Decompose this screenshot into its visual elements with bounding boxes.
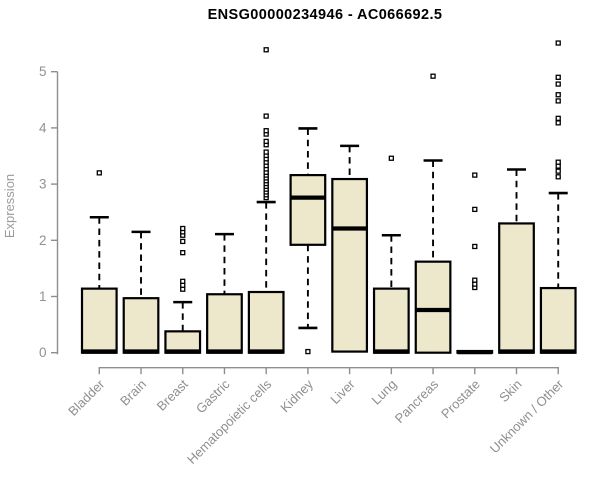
x-tick-label: Pancreas: [392, 376, 442, 426]
x-tick-label: Unknown / Other: [487, 376, 567, 456]
x-tick-label: Lung: [368, 377, 399, 408]
box-group: [122, 230, 160, 354]
box-group: [289, 127, 327, 355]
box-rect: [372, 287, 410, 354]
box-rect: [206, 293, 243, 354]
box-group: [539, 40, 577, 354]
x-tick-label: Prostate: [438, 377, 483, 422]
outlier-point: [555, 115, 561, 121]
outlier-point: [180, 250, 186, 256]
y-tick-label: 5: [39, 64, 47, 79]
y-tick-label: 2: [39, 233, 47, 248]
outlier-point: [472, 172, 478, 178]
x-tick-label: Skin: [496, 377, 524, 405]
outlier-point: [555, 174, 561, 180]
box-group: [331, 144, 369, 353]
outlier-point: [555, 74, 561, 80]
outlier-point: [96, 170, 102, 176]
outlier-point: [555, 40, 561, 46]
outlier-point: [388, 155, 394, 161]
y-axis: 0 1 2 3 4 5 Expression: [2, 64, 59, 360]
outlier-point: [263, 47, 269, 53]
outlier-point: [180, 238, 186, 245]
outlier-point: [305, 348, 311, 355]
x-tick-label: Breast: [154, 376, 191, 413]
box-rect: [289, 174, 327, 246]
outlier-point: [430, 73, 436, 79]
outlier-point: [472, 206, 478, 213]
outlier-point: [555, 92, 561, 98]
x-tick-label: Liver: [327, 376, 358, 407]
x-tick-label: Gastric: [193, 376, 233, 416]
outlier-point: [555, 81, 561, 87]
y-tick-label: 0: [39, 345, 47, 360]
box-group: [414, 73, 452, 354]
box-rect: [122, 297, 160, 354]
box-rect: [414, 260, 452, 354]
outlier-point: [555, 159, 561, 165]
outlier-point: [263, 113, 269, 119]
box-rect: [247, 290, 285, 354]
y-tick-label: 4: [39, 120, 47, 135]
box-rect: [331, 177, 369, 353]
box-group: [498, 168, 535, 354]
x-tick-label: Kidney: [277, 376, 316, 415]
y-axis-title: Expression: [2, 174, 17, 238]
box-rect: [80, 287, 118, 354]
box-group: [80, 170, 118, 354]
box-group: [164, 225, 202, 354]
box-group: [206, 232, 243, 354]
outlier-point: [180, 225, 186, 232]
box-group: [456, 172, 494, 355]
outlier-point: [472, 277, 478, 283]
box-group: [247, 47, 285, 354]
outlier-point: [555, 120, 561, 126]
box-group: [372, 155, 410, 354]
box-rect: [498, 222, 535, 354]
x-tick-label: Bladder: [65, 376, 108, 419]
box-rect: [539, 286, 577, 354]
outlier-point: [263, 128, 269, 134]
outlier-point: [263, 138, 269, 145]
outlier-point: [555, 168, 561, 174]
y-tick-label: 3: [39, 177, 47, 192]
outlier-point: [555, 98, 561, 104]
y-tick-label: 1: [39, 289, 47, 304]
outlier-point: [472, 243, 478, 250]
x-tick-label: Brain: [117, 377, 149, 409]
chart-title: ENSG00000234946 - AC066692.5: [207, 7, 443, 23]
outlier-point: [180, 278, 186, 284]
outlier-point: [263, 149, 269, 155]
